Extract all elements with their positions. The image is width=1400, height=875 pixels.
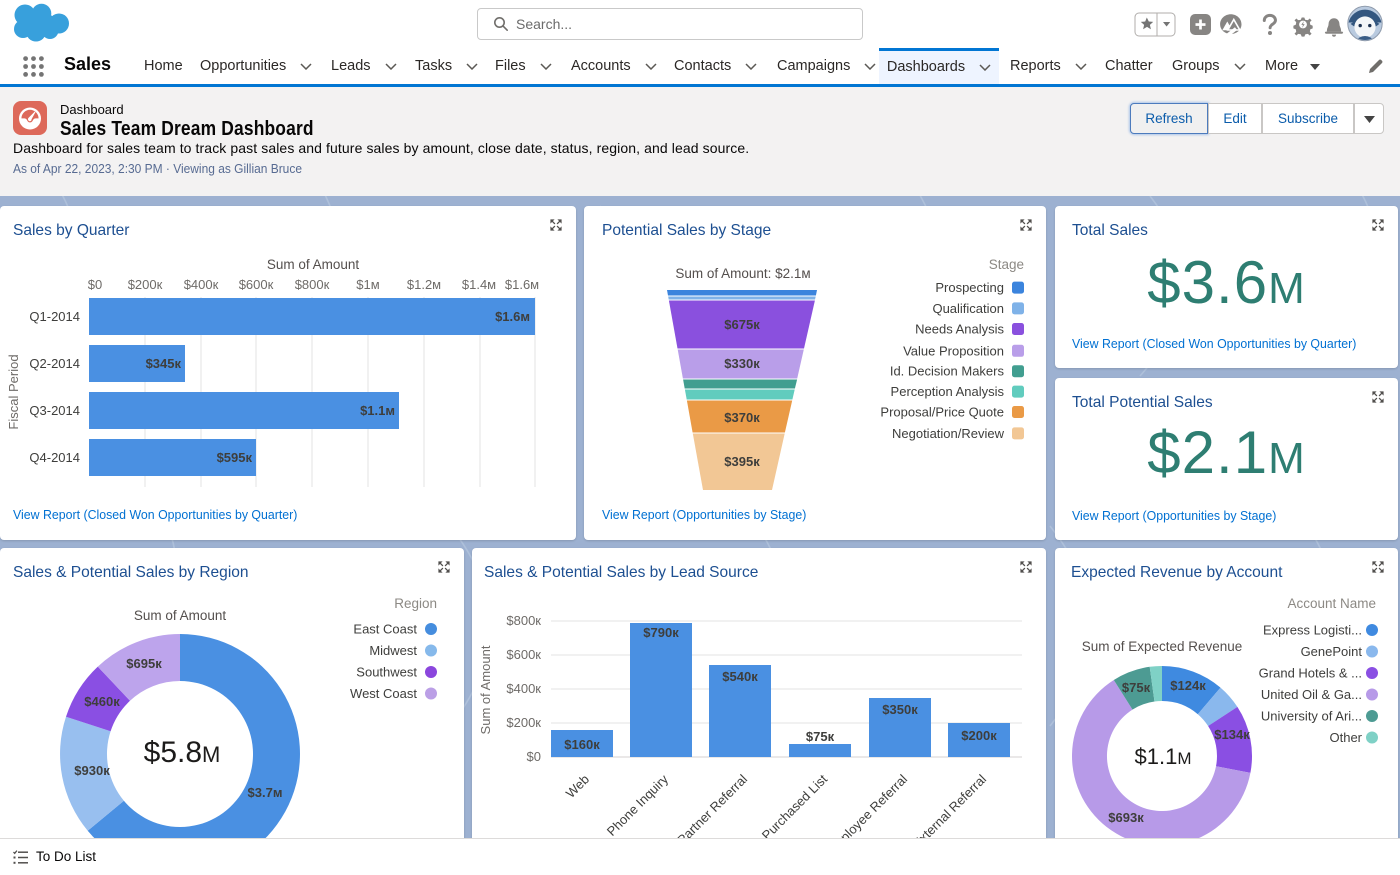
svg-text:Perception Analysis: Perception Analysis [891,384,1005,399]
svg-text:Id. Decision Makers: Id. Decision Makers [890,364,1005,379]
svg-text:Negotiation/Review: Negotiation/Review [892,426,1005,441]
svg-text:Prospecting: Prospecting [935,280,1004,295]
svg-text:Needs Analysis: Needs Analysis [915,322,1004,337]
svg-text:$800к: $800к [506,613,541,628]
svg-text:$460к: $460к [84,694,120,709]
svg-text:Employee Referral: Employee Referral [823,771,910,843]
svg-text:Sum of Amount: Sum of Amount [478,645,493,734]
svg-text:GenePoint: GenePoint [1301,644,1363,659]
svg-text:$1.1M: $1.1M [1135,744,1192,769]
svg-text:$400к: $400к [506,681,541,696]
svg-text:$75к: $75к [806,729,835,744]
svg-text:$395к: $395к [724,454,760,469]
svg-text:Grand Hotels & ...: Grand Hotels & ... [1259,666,1362,681]
svg-text:$1м: $1м [356,277,379,292]
svg-text:$600к: $600к [239,277,274,292]
svg-text:East Coast: East Coast [353,622,417,637]
svg-text:$3.7м: $3.7м [248,785,283,800]
svg-text:$930к: $930к [74,763,110,778]
svg-text:Q3-2014: Q3-2014 [29,403,80,418]
svg-text:Partner Referral: Partner Referral [674,771,750,843]
svg-text:Value Proposition: Value Proposition [903,343,1004,358]
svg-text:$350к: $350к [882,702,918,717]
svg-text:$134к: $134к [1214,727,1250,742]
svg-text:$75к: $75к [1122,680,1151,695]
svg-text:$1.1м: $1.1м [360,403,395,418]
svg-text:$330к: $330к [724,356,760,371]
svg-text:Stage: Stage [989,257,1024,272]
svg-text:Web: Web [563,772,592,801]
svg-text:$400к: $400к [184,277,219,292]
svg-text:Other: Other [1329,730,1362,745]
svg-text:Sum of Amount: $2.1м: Sum of Amount: $2.1м [675,266,810,281]
svg-text:$1.4м: $1.4м [462,277,496,292]
svg-text:$345к: $345к [146,356,182,371]
svg-text:Region: Region [394,596,437,611]
svg-text:Qualification: Qualification [932,301,1004,316]
svg-text:Fiscal Period: Fiscal Period [6,354,21,429]
svg-text:Southwest: Southwest [356,665,417,680]
svg-text:$1.6м: $1.6м [505,277,539,292]
svg-text:United Oil & Ga...: United Oil & Ga... [1261,687,1362,702]
svg-text:Sum of Amount: Sum of Amount [267,257,360,272]
svg-text:University of Ari...: University of Ari... [1261,709,1362,724]
svg-text:$200к: $200к [506,715,541,730]
svg-text:Account Name: Account Name [1287,596,1376,611]
svg-text:$800к: $800к [295,277,330,292]
svg-text:Express Logisti...: Express Logisti... [1263,623,1362,638]
svg-text:External Referral: External Referral [910,771,990,843]
svg-text:$124к: $124к [1170,678,1206,693]
svg-text:$0: $0 [527,749,541,764]
svg-text:$693к: $693к [1108,810,1144,825]
svg-text:$1.6м: $1.6м [495,309,530,324]
svg-text:$5.8M: $5.8M [144,736,221,769]
svg-text:$160к: $160к [564,737,600,752]
svg-text:Sum of Expected Revenue: Sum of Expected Revenue [1082,639,1243,654]
svg-text:$595к: $595к [217,450,253,465]
svg-text:$695к: $695к [126,656,162,671]
svg-text:Q1-2014: Q1-2014 [29,309,80,324]
svg-text:$675к: $675к [724,317,760,332]
svg-text:Purchased List: Purchased List [759,771,831,843]
svg-text:Sum of Amount: Sum of Amount [134,608,227,623]
svg-text:$200к: $200к [128,277,163,292]
svg-text:$200к: $200к [961,728,997,743]
svg-text:Phone Inquiry: Phone Inquiry [604,771,672,839]
svg-text:West Coast: West Coast [350,686,417,701]
svg-text:$540к: $540к [722,669,758,684]
svg-text:Q2-2014: Q2-2014 [29,356,80,371]
svg-text:$600к: $600к [506,647,541,662]
svg-text:Midwest: Midwest [369,643,417,658]
svg-text:Q4-2014: Q4-2014 [29,450,80,465]
svg-text:Proposal/Price Quote: Proposal/Price Quote [880,405,1004,420]
svg-text:$0: $0 [88,277,102,292]
svg-text:$370к: $370к [724,410,760,425]
svg-text:$1.2м: $1.2м [407,277,441,292]
svg-text:$790к: $790к [643,625,679,640]
